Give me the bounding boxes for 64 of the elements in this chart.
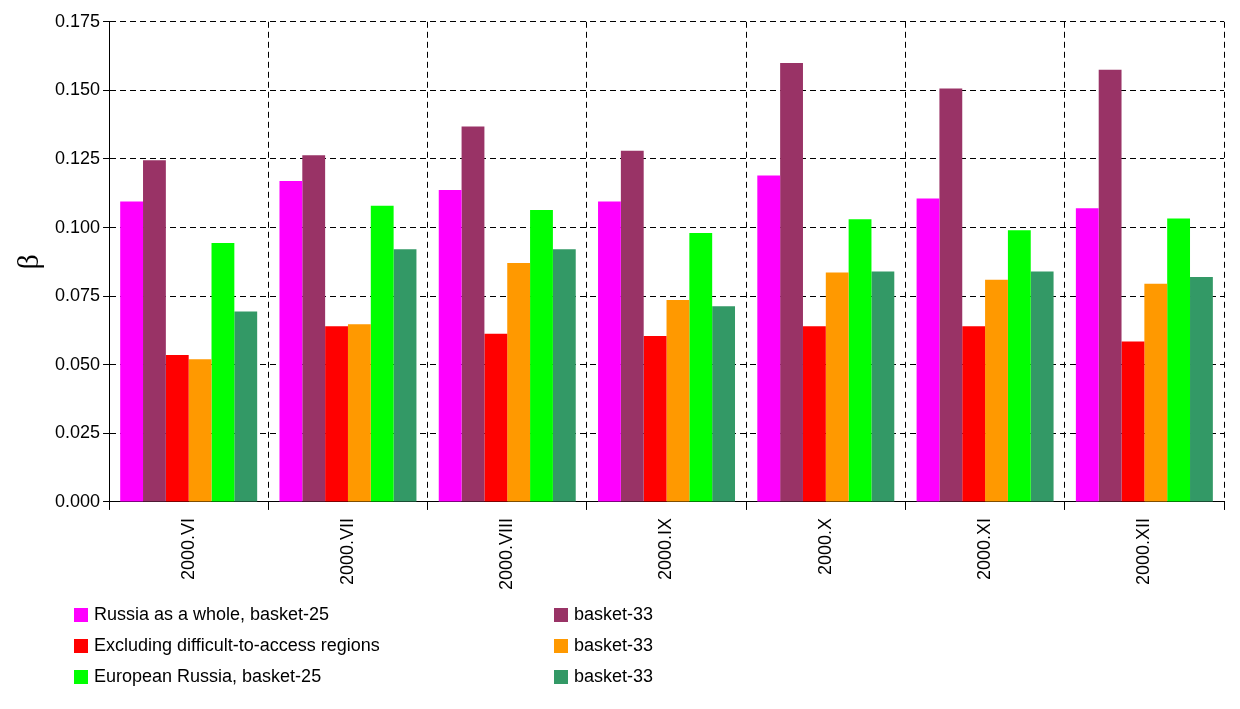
x-tick-label: 2000.X <box>814 517 835 576</box>
bar <box>802 326 826 502</box>
legend-label: Russia as a whole, basket-25 <box>94 604 330 625</box>
bar <box>780 62 803 502</box>
bar <box>120 201 144 502</box>
bar <box>1030 271 1054 502</box>
x-tick-label: 2000.IX <box>655 517 676 581</box>
bar <box>438 189 462 502</box>
bar <box>871 271 895 502</box>
x-tick-label: 2000.VII <box>336 517 357 586</box>
bar <box>666 300 690 502</box>
bar <box>985 279 1008 502</box>
legend-label: European Russia, basket-25 <box>94 666 322 687</box>
y-axis-title: β <box>10 254 44 270</box>
bar <box>1144 283 1168 502</box>
y-tick-label: 0.100 <box>55 216 101 237</box>
bar <box>825 272 849 502</box>
bar <box>1007 230 1031 502</box>
bar <box>1098 69 1122 502</box>
y-tick-label: 0.075 <box>55 285 101 306</box>
bar <box>325 326 348 502</box>
bar <box>143 160 166 502</box>
bar <box>757 175 781 502</box>
bar <box>461 126 485 502</box>
bar <box>347 324 371 502</box>
legend-label: basket-33 <box>574 666 654 687</box>
bar <box>211 242 235 502</box>
bar <box>393 249 417 502</box>
y-tick-label: 0.150 <box>55 79 101 100</box>
bar <box>962 326 986 502</box>
x-tick-label: 2000.XI <box>974 517 995 581</box>
bar <box>689 233 713 502</box>
y-tick-label: 0.025 <box>55 422 101 443</box>
bar <box>552 249 576 502</box>
y-tick-label: 0.175 <box>55 10 101 31</box>
bar <box>1121 341 1145 502</box>
y-tick-label: 0.000 <box>55 490 101 511</box>
y-tick-label: 0.050 <box>55 353 101 374</box>
bar <box>279 180 303 502</box>
legend-label: Excluding difficult-to-access regions <box>94 635 380 656</box>
bar <box>643 335 667 502</box>
bar <box>530 210 553 502</box>
x-tick-label: 2000.VI <box>177 517 198 581</box>
bar <box>598 201 621 502</box>
bar <box>1167 218 1191 502</box>
bar <box>1190 276 1213 502</box>
bar <box>302 155 326 502</box>
y-tick-label: 0.125 <box>55 147 101 168</box>
bar <box>620 150 644 502</box>
bar <box>712 306 736 502</box>
x-tick-label: 2000.XII <box>1133 517 1154 586</box>
legend-label: basket-33 <box>574 604 654 625</box>
legend-label: basket-33 <box>574 635 654 656</box>
bar <box>484 333 508 502</box>
bar <box>507 262 531 502</box>
bar <box>916 198 940 502</box>
bar <box>939 88 963 502</box>
bar <box>1075 208 1099 502</box>
bar <box>234 311 258 502</box>
bar <box>188 359 212 502</box>
bar <box>848 219 872 502</box>
x-tick-label: 2000.VIII <box>496 517 517 591</box>
bar <box>165 354 189 502</box>
bar <box>370 205 394 502</box>
